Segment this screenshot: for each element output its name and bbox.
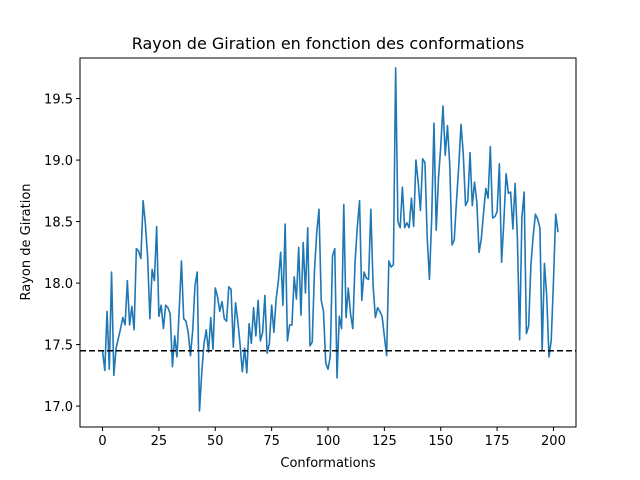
x-tick-label: 200: [541, 434, 566, 449]
series-line-0: [101, 67, 559, 412]
x-axis-ticks: 0 25 50 75 100 125 150 175 200: [98, 427, 566, 449]
x-tick-label: 150: [428, 434, 453, 449]
x-tick-label: 50: [207, 434, 224, 449]
y-tick-label: 17.5: [44, 339, 73, 354]
plot-area: [80, 67, 576, 412]
y-tick-label: 18.0: [44, 277, 73, 292]
x-tick-label: 0: [98, 434, 106, 449]
y-tick-label: 19.0: [44, 154, 73, 169]
y-tick-label: 17.0: [44, 400, 73, 415]
x-tick-label: 100: [316, 434, 341, 449]
y-axis-label: Rayon de Giration: [19, 183, 34, 300]
x-tick-label: 25: [151, 434, 168, 449]
x-tick-label: 175: [485, 434, 510, 449]
axes-frame: [79, 57, 577, 428]
y-tick-label: 18.5: [44, 216, 73, 231]
chart-title: Rayon de Giration en fonction des confor…: [132, 34, 525, 53]
y-tick-label: 19.5: [44, 93, 73, 108]
x-axis-label: Conformations: [280, 456, 375, 471]
x-tick-label: 75: [263, 434, 280, 449]
x-tick-label: 125: [372, 434, 397, 449]
y-axis-ticks: 17.0 17.5 18.0 18.5 19.0 19.5: [44, 93, 80, 415]
